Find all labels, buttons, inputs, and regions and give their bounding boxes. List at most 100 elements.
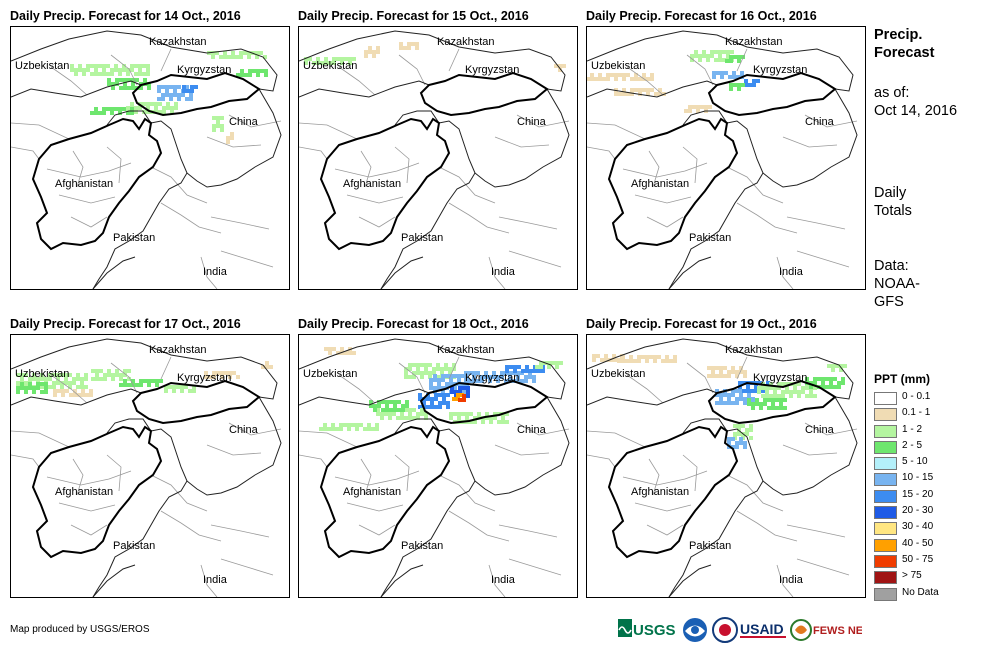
map-panel-5: Daily Precip. Forecast for 18 Oct., 2016… bbox=[298, 316, 578, 598]
precip-cell bbox=[454, 390, 458, 394]
admin-boundary bbox=[736, 48, 748, 72]
precip-cell bbox=[493, 412, 497, 416]
precip-cell bbox=[758, 381, 762, 385]
precip-cell bbox=[739, 437, 743, 441]
precip-cell bbox=[40, 373, 44, 377]
precip-cell bbox=[706, 54, 710, 58]
precip-cell bbox=[364, 50, 368, 54]
precip-cell bbox=[102, 72, 106, 76]
precip-cell bbox=[208, 375, 212, 379]
country-border bbox=[394, 418, 440, 434]
precip-cell bbox=[436, 375, 440, 379]
precip-cell bbox=[468, 379, 472, 383]
admin-boundary bbox=[622, 470, 708, 486]
country-border bbox=[92, 256, 136, 289]
precip-cell bbox=[622, 77, 626, 81]
country-border bbox=[682, 110, 728, 126]
precip-cell bbox=[343, 423, 347, 427]
precip-cell bbox=[720, 75, 724, 79]
precip-cell bbox=[488, 379, 492, 383]
precip-cell bbox=[513, 369, 517, 373]
precip-cell bbox=[559, 361, 563, 365]
precip-cell bbox=[119, 86, 123, 90]
precip-cell bbox=[426, 397, 430, 401]
precip-cell bbox=[348, 61, 352, 65]
precip-cell bbox=[139, 383, 143, 387]
precip-cell bbox=[614, 73, 618, 77]
precip-cell bbox=[216, 371, 220, 375]
admin-boundary bbox=[648, 150, 660, 188]
precip-cell bbox=[744, 79, 748, 83]
precip-cell bbox=[500, 375, 504, 379]
data-line: NOAA- bbox=[874, 276, 920, 292]
map-frame: Kazakhstan Uzbekistan Kyrgyzstan China Afgha… bbox=[10, 334, 290, 598]
label-uzbekistan: Uzbekistan bbox=[15, 60, 69, 72]
precip-cell bbox=[154, 102, 158, 106]
precip-cell bbox=[130, 111, 134, 115]
precip-cell bbox=[90, 72, 94, 76]
precip-cell bbox=[412, 416, 416, 420]
legend-swatch bbox=[874, 392, 897, 405]
precip-cell bbox=[739, 389, 743, 393]
precip-cell bbox=[154, 106, 158, 110]
precip-cell bbox=[690, 54, 694, 58]
precip-cell bbox=[127, 377, 131, 381]
precip-cell bbox=[64, 381, 68, 385]
legend-swatch bbox=[874, 424, 897, 438]
precip-cell bbox=[658, 88, 662, 92]
precip-cell bbox=[173, 93, 177, 97]
precip-cell bbox=[72, 381, 76, 385]
precip-cell bbox=[102, 64, 106, 68]
legend-swatch bbox=[874, 457, 897, 471]
admin-boundary bbox=[587, 146, 616, 160]
precip-cell bbox=[524, 375, 528, 379]
precip-cell bbox=[629, 359, 633, 363]
precip-cell bbox=[403, 46, 407, 50]
precip-cell bbox=[729, 83, 733, 87]
precip-cell bbox=[453, 412, 457, 416]
precip-cell bbox=[204, 375, 208, 379]
admin-boundary bbox=[648, 458, 660, 496]
precip-cell bbox=[771, 406, 775, 410]
precip-cell bbox=[426, 405, 430, 409]
country-border bbox=[11, 388, 142, 406]
label-afghanistan: Afghanistan bbox=[343, 178, 401, 190]
precip-cell bbox=[751, 402, 755, 406]
admin-boundary bbox=[488, 256, 506, 289]
map-frame: Kazakhstan Uzbekistan Kyrgyzstan China Afgha… bbox=[586, 26, 866, 290]
precip-cell bbox=[535, 365, 539, 369]
precip-cell bbox=[777, 386, 781, 390]
precip-cell bbox=[746, 389, 750, 393]
precip-cell bbox=[829, 377, 833, 381]
country-border bbox=[762, 88, 858, 188]
precip-cell bbox=[332, 57, 336, 61]
map-panel-1: Daily Precip. Forecast for 14 Oct., 2016… bbox=[10, 8, 290, 290]
precip-cell bbox=[24, 386, 28, 390]
precip-cell bbox=[715, 389, 719, 393]
precip-cell bbox=[739, 370, 743, 374]
precip-cell bbox=[594, 77, 598, 81]
legend-label: 10 - 15 bbox=[902, 472, 934, 484]
precip-cell bbox=[53, 389, 57, 393]
precip-cell bbox=[711, 366, 715, 370]
admin-boundary bbox=[200, 564, 218, 597]
precip-cell bbox=[94, 111, 98, 115]
precip-cell bbox=[785, 386, 789, 390]
precip-cell bbox=[517, 365, 521, 369]
precip-cell bbox=[817, 377, 821, 381]
label-kazakhstan: Kazakhstan bbox=[437, 344, 494, 356]
precip-cell bbox=[418, 405, 422, 409]
precip-cell bbox=[763, 398, 767, 402]
precip-cell bbox=[389, 400, 393, 404]
precip-cell bbox=[505, 412, 509, 416]
precip-cell bbox=[694, 50, 698, 54]
admin-boundary bbox=[782, 444, 838, 456]
precip-cell bbox=[727, 437, 731, 441]
precip-cell bbox=[336, 57, 340, 61]
precip-cell bbox=[190, 85, 194, 89]
precip-cell bbox=[320, 61, 324, 65]
precip-cell bbox=[719, 401, 723, 405]
precip-cell bbox=[102, 68, 106, 72]
precip-cell bbox=[371, 427, 375, 431]
precip-cell bbox=[726, 50, 730, 54]
